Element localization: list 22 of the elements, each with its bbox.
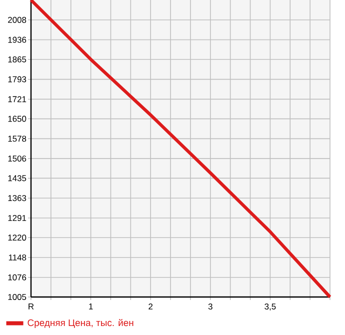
y-tick-label: 1936: [8, 36, 26, 43]
y-tick-label: 2008: [8, 16, 26, 23]
y-tick-label: 1220: [8, 234, 26, 241]
y-tick-label: 1005: [8, 294, 26, 300]
y-tick-label: 1148: [8, 254, 26, 260]
y-tick-label: 1793: [8, 76, 26, 82]
y-tick-label: 1435: [8, 175, 26, 182]
x-tick-label: R: [28, 304, 34, 310]
y-tick-label: 1363: [8, 195, 26, 202]
legend-label: Средняя Цена, тыс. йен: [28, 319, 134, 328]
y-tick-label: 1076: [8, 274, 26, 280]
x-tick-label: 3,5: [264, 304, 276, 311]
y-tick-label: 1721: [8, 96, 26, 102]
line-series: [29, 0, 332, 299]
x-tick-label: 3: [208, 304, 212, 310]
y-tick-label: 1578: [8, 136, 26, 142]
y-tick-label: 1291: [8, 214, 26, 221]
y-tick-label: 1865: [8, 56, 26, 62]
y-tick-label: 1650: [8, 116, 26, 122]
x-tick-label: 1: [89, 304, 93, 310]
x-tick-label: 2: [148, 304, 153, 310]
y-tick-label: 1506: [8, 156, 26, 162]
